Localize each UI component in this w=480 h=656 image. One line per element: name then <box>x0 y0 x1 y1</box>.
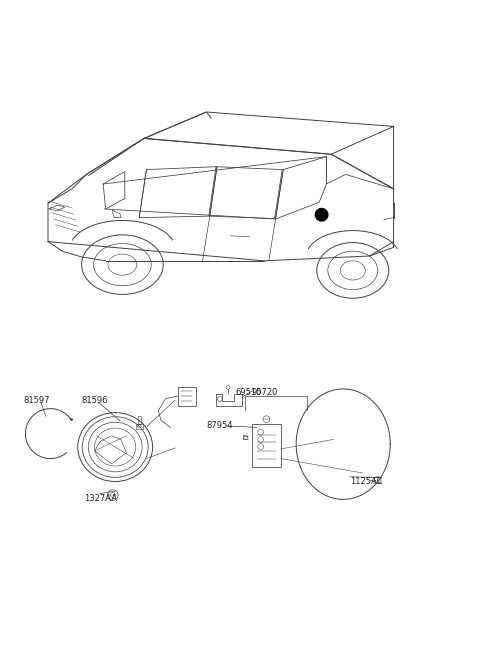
Text: 81597: 81597 <box>23 396 49 405</box>
Bar <box>136 424 144 429</box>
Text: 69510: 69510 <box>235 388 262 397</box>
Bar <box>138 416 142 424</box>
Text: 1125AC: 1125AC <box>350 477 383 486</box>
Bar <box>252 424 281 467</box>
Text: 87954: 87954 <box>206 421 233 430</box>
Bar <box>178 386 196 406</box>
Text: 81596: 81596 <box>82 396 108 405</box>
Circle shape <box>315 209 328 221</box>
Text: 1327AA: 1327AA <box>84 494 117 503</box>
Text: 95720: 95720 <box>252 388 278 397</box>
